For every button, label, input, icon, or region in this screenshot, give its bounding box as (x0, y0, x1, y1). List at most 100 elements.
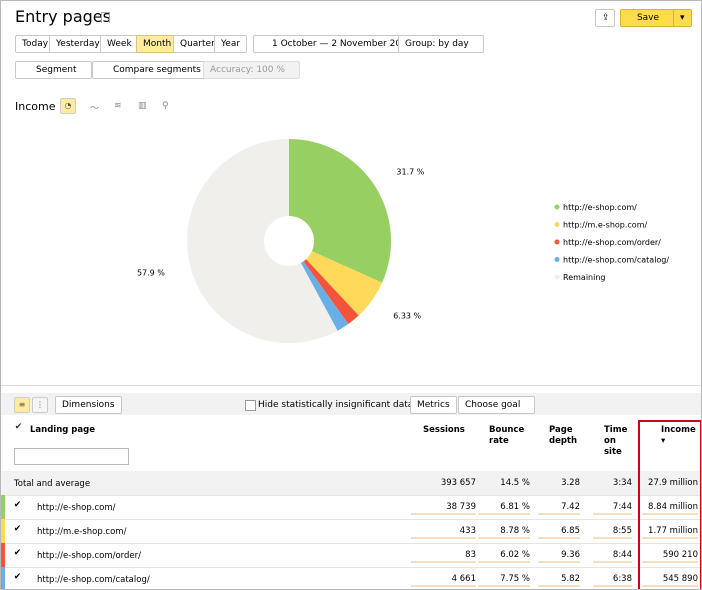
header-check[interactable]: ✔ (14, 422, 23, 432)
row-color (1, 519, 5, 543)
row-check[interactable]: ✔ (13, 572, 22, 582)
pie-slice (289, 241, 359, 325)
segment-button[interactable]: Segment (15, 61, 92, 79)
row-border (1, 519, 701, 520)
pie-chart: 31.7 % http://e-shop.com/6.33 % http://m.e… (137, 139, 669, 343)
legend-marker (554, 204, 560, 210)
date-range[interactable]: 1 October — 2 November 2015 (253, 35, 420, 53)
period-button[interactable]: Yesterday (49, 35, 107, 53)
row-label: http://m.e-shop.com/ (37, 527, 127, 537)
row-cell: 9.36 (561, 550, 580, 560)
column-header[interactable]: Landing page (30, 425, 95, 435)
cell-underline (538, 585, 580, 587)
row-border (1, 543, 701, 544)
legend-label: http://m.e-shop.com/ (563, 221, 647, 230)
chart-title: Income (15, 100, 56, 113)
column-header[interactable]: Income ▾ (661, 425, 696, 446)
hide-checkbox[interactable] (245, 400, 256, 411)
row-cell: 590 210 (662, 550, 698, 560)
cell-underline (642, 585, 698, 587)
row-color (1, 543, 5, 567)
row-cell: 6.02 % (500, 550, 530, 560)
search-input[interactable] (14, 448, 129, 465)
row-border (1, 567, 701, 568)
row-cell: 83 (465, 550, 476, 560)
row-border (1, 495, 701, 496)
cell-underline (642, 561, 698, 563)
row-cell: 1.77 million (648, 526, 698, 536)
separator (1, 385, 701, 386)
highlight-box (638, 420, 701, 589)
compare-button[interactable]: Compare segments (92, 61, 216, 79)
row-check[interactable]: ✔ (13, 500, 22, 510)
group-select[interactable]: Group: by day (398, 35, 484, 53)
cell-underline (411, 537, 476, 539)
save-menu[interactable]: ▾ (673, 9, 692, 27)
pie-slice (289, 241, 349, 331)
cell-underline (411, 513, 476, 515)
legend-marker (554, 222, 560, 227)
dimensions-button[interactable]: Dimensions (55, 396, 122, 414)
period-button[interactable]: Week (100, 35, 139, 53)
donut-hole (264, 216, 314, 266)
column-header[interactable]: Sessions (423, 425, 465, 435)
row-cell: 38 739 (446, 502, 476, 512)
bar-view[interactable]: ▥ (138, 101, 147, 111)
column-header[interactable]: Time on site (604, 425, 628, 457)
row-cell: 6.81 % (500, 502, 530, 512)
period-button[interactable]: Year (214, 35, 248, 53)
legend-marker (554, 274, 560, 280)
area-view[interactable]: ≋ (114, 101, 122, 111)
legend-label: http://e-shop.com/ (563, 203, 637, 212)
hide-label: Hide statistically insignificant data (258, 400, 414, 410)
goal-select[interactable]: Choose goal (458, 396, 536, 414)
cell-underline (478, 537, 530, 539)
cell-underline (593, 537, 632, 539)
metrics-button[interactable]: Metrics (410, 396, 457, 414)
column-header[interactable]: Bounce rate (489, 425, 525, 446)
cell-underline (411, 585, 476, 587)
row-cell: 7.42 (561, 502, 580, 512)
period-button[interactable]: Month (136, 35, 179, 53)
pie-view[interactable]: ◔ (60, 98, 76, 114)
row-label: http://e-shop.com/ (37, 503, 116, 513)
cell-underline (642, 513, 698, 515)
cell-underline (593, 561, 632, 563)
total-cell: 393 657 (440, 478, 476, 488)
legend-label: http://e-shop.com/order/ (563, 238, 661, 247)
pie-slice (186, 139, 338, 343)
total-cell: 3.28 (561, 478, 580, 488)
row-color (1, 567, 5, 589)
total-label: Total and average (14, 479, 91, 489)
slice-label: 31.7 % (396, 167, 424, 176)
accuracy-select: Accuracy: 100 % (203, 61, 300, 79)
row-cell: 6:38 (612, 574, 632, 584)
line-view[interactable]: 〜 (90, 104, 100, 114)
total-row-bg (1, 471, 701, 495)
cell-underline (593, 585, 632, 587)
slice-label: 57.9 % (137, 268, 165, 277)
tree-view[interactable]: ⋮ (32, 397, 48, 413)
row-cell: 7.75 % (500, 574, 530, 584)
total-cell: 14.5 % (500, 478, 530, 488)
row-cell: 8.78 % (500, 526, 530, 536)
share-button[interactable]: ⇪ (595, 9, 615, 27)
row-label: http://e-shop.com/catalog/ (37, 575, 150, 585)
cell-underline (478, 513, 530, 515)
row-check[interactable]: ✔ (13, 548, 22, 558)
row-cell: 6.85 (561, 526, 580, 536)
row-check[interactable]: ✔ (13, 524, 22, 534)
column-header[interactable]: Page depth (549, 425, 578, 446)
bookmark-icon[interactable] (101, 12, 110, 23)
cell-underline (538, 537, 580, 539)
legend-label: http://e-shop.com/catalog/ (563, 256, 669, 265)
cell-underline (478, 561, 530, 563)
slice-label: 6.33 % (393, 311, 421, 320)
row-cell: 5.82 (561, 574, 580, 584)
map-view[interactable]: ⚲ (162, 101, 169, 111)
total-cell: 3:34 (612, 478, 632, 488)
list-view[interactable]: ≡ (14, 397, 30, 413)
cell-underline (411, 561, 476, 563)
save-button[interactable]: Save (620, 9, 676, 27)
